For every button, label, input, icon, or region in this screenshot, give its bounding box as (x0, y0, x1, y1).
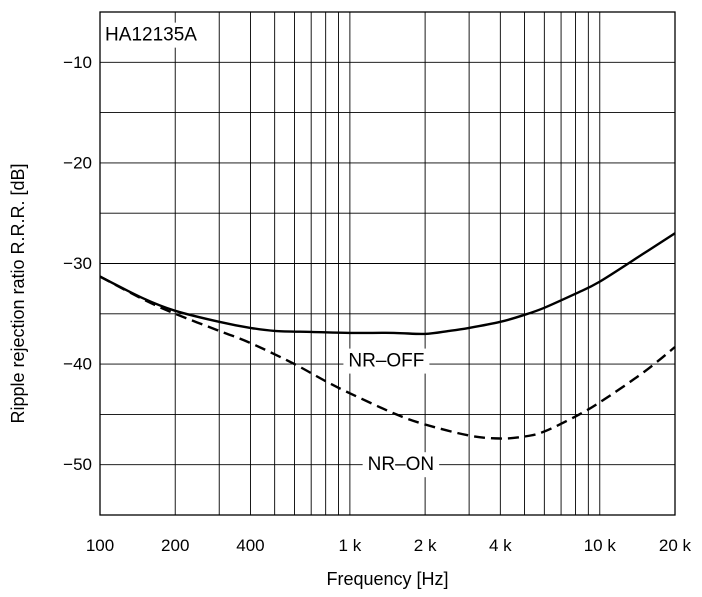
horizontal-grid (100, 61, 675, 466)
y-tick-label: −50 (63, 455, 92, 474)
y-tick-label: −40 (63, 355, 92, 374)
device-label-bg (100, 22, 203, 48)
x-tick-label: 100 (86, 536, 114, 555)
nr-off-label-bg (343, 348, 430, 374)
nr-off-curve (99, 232, 676, 336)
x-tick-labels: 100 200 400 1 k 2 k 4 k 10 k 20 k (86, 536, 692, 555)
nr-on-label: NR–ON (368, 454, 435, 475)
x-tick-label: 4 k (489, 536, 512, 555)
y-tick-label: −30 (63, 254, 92, 273)
nr-on-curve (99, 275, 676, 440)
x-tick-label: 400 (236, 536, 264, 555)
x-tick-label: 20 k (659, 536, 692, 555)
x-tick-label: 1 k (339, 536, 362, 555)
x-axis-title: Frequency [Hz] (326, 569, 448, 589)
annotations: HA12135A NR–OFF NR–ON (100, 22, 440, 478)
y-tick-label: −20 (63, 153, 92, 172)
y-tick-labels: −10 −20 −30 −40 −50 (63, 53, 92, 474)
nr-on-label-bg (362, 452, 440, 478)
nr-off-label: NR–OFF (348, 351, 424, 372)
y-tick-label: −10 (63, 53, 92, 72)
x-tick-label: 200 (161, 536, 189, 555)
curves (99, 232, 676, 440)
plot-frame (99, 11, 676, 516)
y-axis-title: Ripple rejection ratio R.R.R. [dB] (8, 163, 28, 423)
device-label: HA12135A (105, 25, 197, 46)
x-tick-label: 2 k (414, 536, 437, 555)
x-tick-label: 10 k (584, 536, 617, 555)
